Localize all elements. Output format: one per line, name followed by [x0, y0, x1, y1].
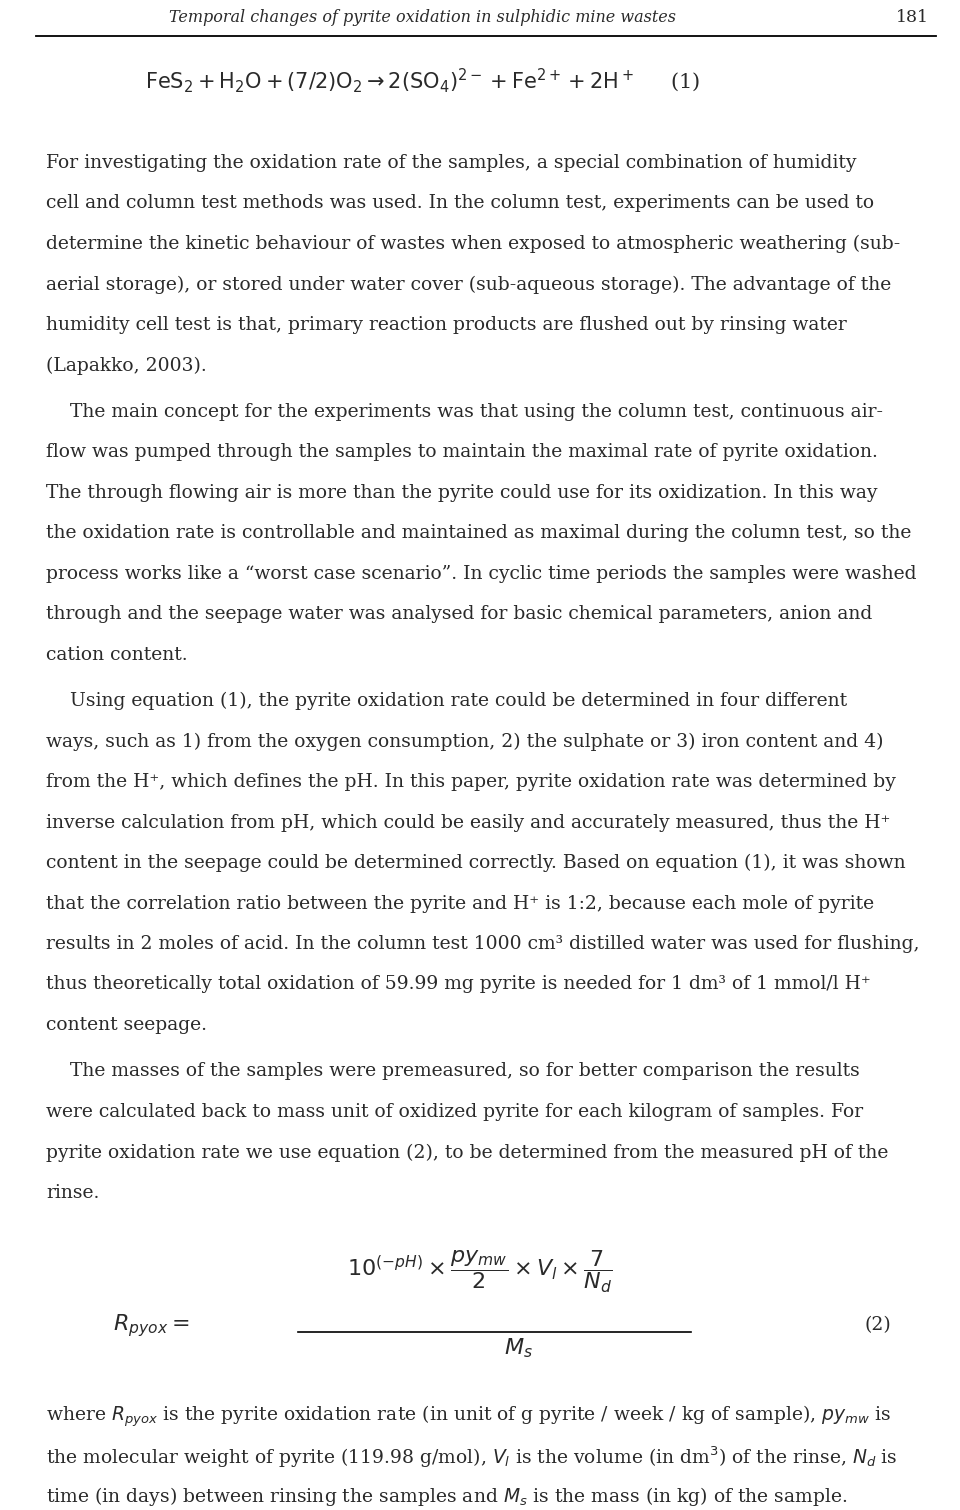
Text: from the H⁺, which defines the pH. In this paper, pyrite oxidation rate was dete: from the H⁺, which defines the pH. In th…: [46, 773, 896, 791]
Text: the molecular weight of pyrite (119.98 g/mol), $V_l$ is the volume (in dm$^3$) o: the molecular weight of pyrite (119.98 g…: [46, 1445, 898, 1469]
Text: time (in days) between rinsing the samples and $M_s$ is the mass (in kg) of the : time (in days) between rinsing the sampl…: [46, 1484, 848, 1508]
Text: 181: 181: [897, 9, 929, 26]
Text: where $R_{pyox}$ is the pyrite oxidation rate (in unit of g pyrite / week / kg o: where $R_{pyox}$ is the pyrite oxidation…: [46, 1404, 891, 1430]
Text: process works like a “worst case scenario”. In cyclic time periods the samples w: process works like a “worst case scenari…: [46, 565, 917, 583]
Text: The main concept for the experiments was that using the column test, continuous : The main concept for the experiments was…: [46, 403, 883, 421]
Text: content seepage.: content seepage.: [46, 1016, 207, 1034]
Text: thus theoretically total oxidation of 59.99 mg pyrite is needed for 1 dm³ of 1 m: thus theoretically total oxidation of 59…: [46, 975, 871, 994]
Text: through and the seepage water was analysed for basic chemical parameters, anion : through and the seepage water was analys…: [46, 606, 873, 624]
Text: $10^{(-pH)} \times \dfrac{py_{mw}}{2} \times V_l \times \dfrac{7}{N_d}$: $10^{(-pH)} \times \dfrac{py_{mw}}{2} \t…: [348, 1249, 612, 1296]
Text: cell and column test methods was used. In the column test, experiments can be us: cell and column test methods was used. I…: [46, 195, 875, 213]
Text: the oxidation rate is controllable and maintained as maximal during the column t: the oxidation rate is controllable and m…: [46, 524, 911, 542]
Text: Using equation (1), the pyrite oxidation rate could be determined in four differ: Using equation (1), the pyrite oxidation…: [46, 692, 848, 710]
Text: $M_s$: $M_s$: [504, 1336, 533, 1359]
Text: rinse.: rinse.: [46, 1184, 100, 1202]
Text: cation content.: cation content.: [46, 646, 188, 664]
Text: results in 2 moles of acid. In the column test 1000 cm³ distilled water was used: results in 2 moles of acid. In the colum…: [46, 935, 920, 953]
Text: $R_{pyox} =$: $R_{pyox} =$: [113, 1312, 190, 1339]
Text: (2): (2): [864, 1317, 891, 1335]
Text: Temporal changes of pyrite oxidation in sulphidic mine wastes: Temporal changes of pyrite oxidation in …: [169, 9, 676, 26]
Text: aerial storage), or stored under water cover (sub-aqueous storage). The advantag: aerial storage), or stored under water c…: [46, 275, 891, 293]
Text: $\mathrm{FeS_2 + H_2O + (7/2)O_2 \rightarrow 2(SO_4)^{2-} + Fe^{2+} + 2H^+}$    : $\mathrm{FeS_2 + H_2O + (7/2)O_2 \righta…: [145, 66, 700, 95]
Text: ways, such as 1) from the oxygen consumption, 2) the sulphate or 3) iron content: ways, such as 1) from the oxygen consump…: [46, 732, 883, 750]
Text: The masses of the samples were premeasured, so for better comparison the results: The masses of the samples were premeasur…: [46, 1063, 860, 1081]
Text: determine the kinetic behaviour of wastes when exposed to atmospheric weathering: determine the kinetic behaviour of waste…: [46, 236, 900, 254]
Text: content in the seepage could be determined correctly. Based on equation (1), it : content in the seepage could be determin…: [46, 855, 905, 873]
Text: humidity cell test is that, primary reaction products are flushed out by rinsing: humidity cell test is that, primary reac…: [46, 316, 847, 334]
Text: flow was pumped through the samples to maintain the maximal rate of pyrite oxida: flow was pumped through the samples to m…: [46, 444, 878, 462]
Text: pyrite oxidation rate we use equation (2), to be determined from the measured pH: pyrite oxidation rate we use equation (2…: [46, 1143, 888, 1161]
Text: The through flowing air is more than the pyrite could use for its oxidization. I: The through flowing air is more than the…: [46, 483, 877, 501]
Text: that the correlation ratio between the pyrite and H⁺ is 1:2, because each mole o: that the correlation ratio between the p…: [46, 894, 875, 912]
Text: For investigating the oxidation rate of the samples, a special combination of hu: For investigating the oxidation rate of …: [46, 154, 856, 172]
Text: inverse calculation from pH, which could be easily and accurately measured, thus: inverse calculation from pH, which could…: [46, 814, 891, 832]
Text: (Lapakko, 2003).: (Lapakko, 2003).: [46, 356, 206, 374]
Text: were calculated back to mass unit of oxidized pyrite for each kilogram of sample: were calculated back to mass unit of oxi…: [46, 1102, 863, 1120]
